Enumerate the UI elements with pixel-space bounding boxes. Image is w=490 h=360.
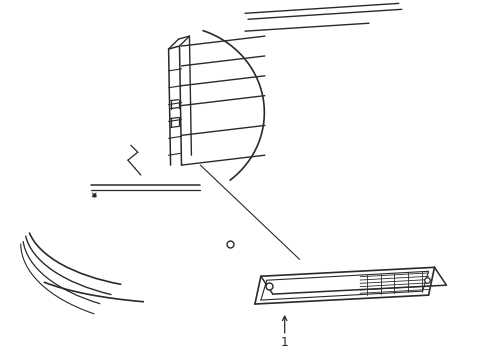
Text: 1: 1 [281, 336, 289, 349]
